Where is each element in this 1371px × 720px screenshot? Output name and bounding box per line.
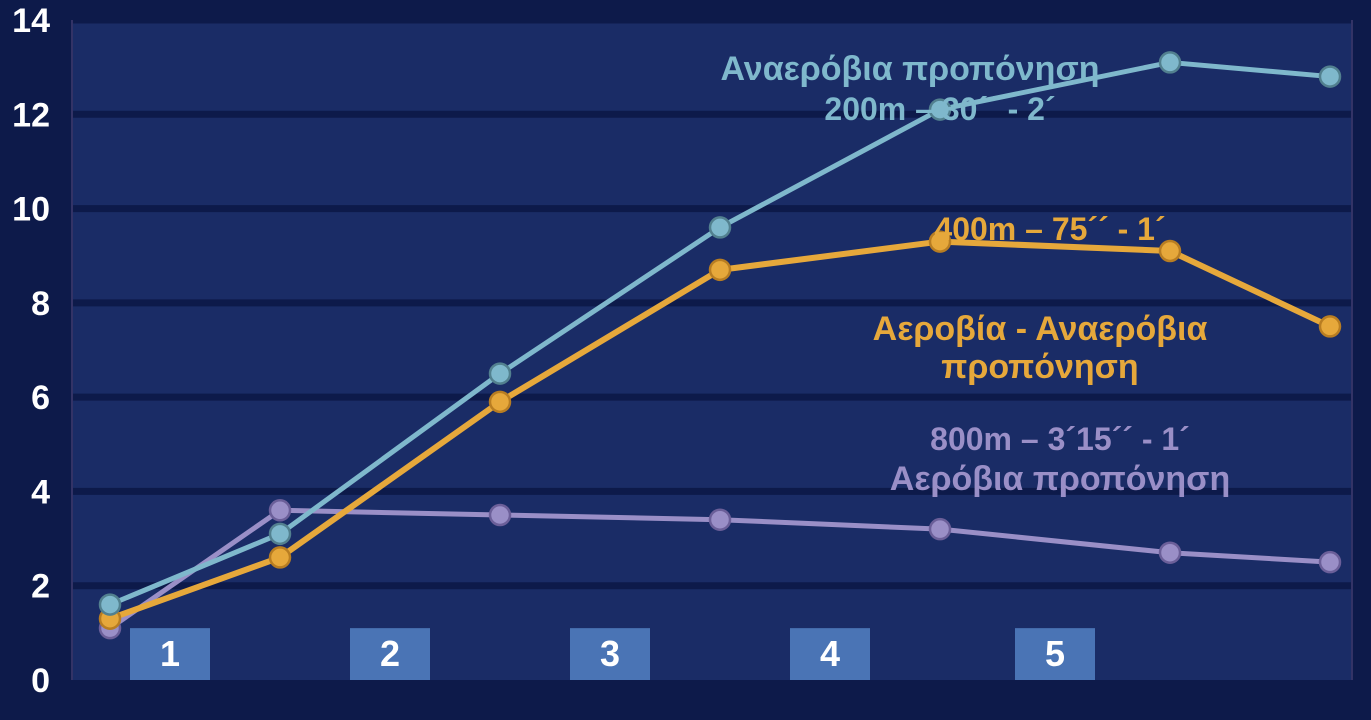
chart-annotation: 800m – 3´15´´ - 1´ xyxy=(930,421,1190,457)
series-marker-aerobic xyxy=(490,505,510,525)
y-tick-label: 10 xyxy=(12,191,50,229)
series-marker-aerobic xyxy=(710,510,730,530)
series-marker-aerobic xyxy=(1160,543,1180,563)
chart-annotation: Αναερόβια προπόνηση xyxy=(721,50,1100,88)
series-marker-anaerobic xyxy=(710,217,730,237)
training-chart: 0246810121412345Αναερόβια προπόνηση200m … xyxy=(0,0,1371,720)
chart-annotation: Αεροβία - Αναερόβια xyxy=(873,310,1208,348)
y-tick-label: 0 xyxy=(31,662,50,700)
x-category-label: 2 xyxy=(380,633,400,674)
series-marker-anaerobic xyxy=(1320,67,1340,87)
x-category-label: 4 xyxy=(820,633,840,674)
series-marker-anaerobic xyxy=(100,595,120,615)
y-tick-label: 14 xyxy=(12,2,50,40)
y-tick-label: 12 xyxy=(12,96,50,134)
series-marker-anaerobic xyxy=(1160,52,1180,72)
plot-area xyxy=(72,20,1352,680)
x-category-label: 5 xyxy=(1045,633,1065,674)
y-tick-label: 8 xyxy=(31,285,50,323)
series-marker-aerobic xyxy=(930,519,950,539)
y-tick-label: 2 xyxy=(31,568,50,606)
series-marker-aerobic_anaerobic xyxy=(710,260,730,280)
series-marker-aerobic xyxy=(1320,552,1340,572)
y-tick-label: 4 xyxy=(31,473,50,511)
series-marker-aerobic xyxy=(270,500,290,520)
series-marker-anaerobic xyxy=(270,524,290,544)
series-marker-aerobic_anaerobic xyxy=(270,547,290,567)
series-marker-aerobic_anaerobic xyxy=(490,392,510,412)
chart-annotation: Αερόβια προπόνηση xyxy=(890,460,1230,498)
series-marker-anaerobic xyxy=(490,364,510,384)
x-category-label: 3 xyxy=(600,633,620,674)
x-category-label: 1 xyxy=(160,633,180,674)
y-tick-label: 6 xyxy=(31,379,50,417)
chart-annotation: προπόνηση xyxy=(941,348,1138,386)
chart-annotation: 400m – 75´´ - 1´ xyxy=(934,211,1165,247)
chart-annotation: 200m – 30´´ - 2´ xyxy=(824,91,1055,127)
series-marker-aerobic_anaerobic xyxy=(1320,316,1340,336)
